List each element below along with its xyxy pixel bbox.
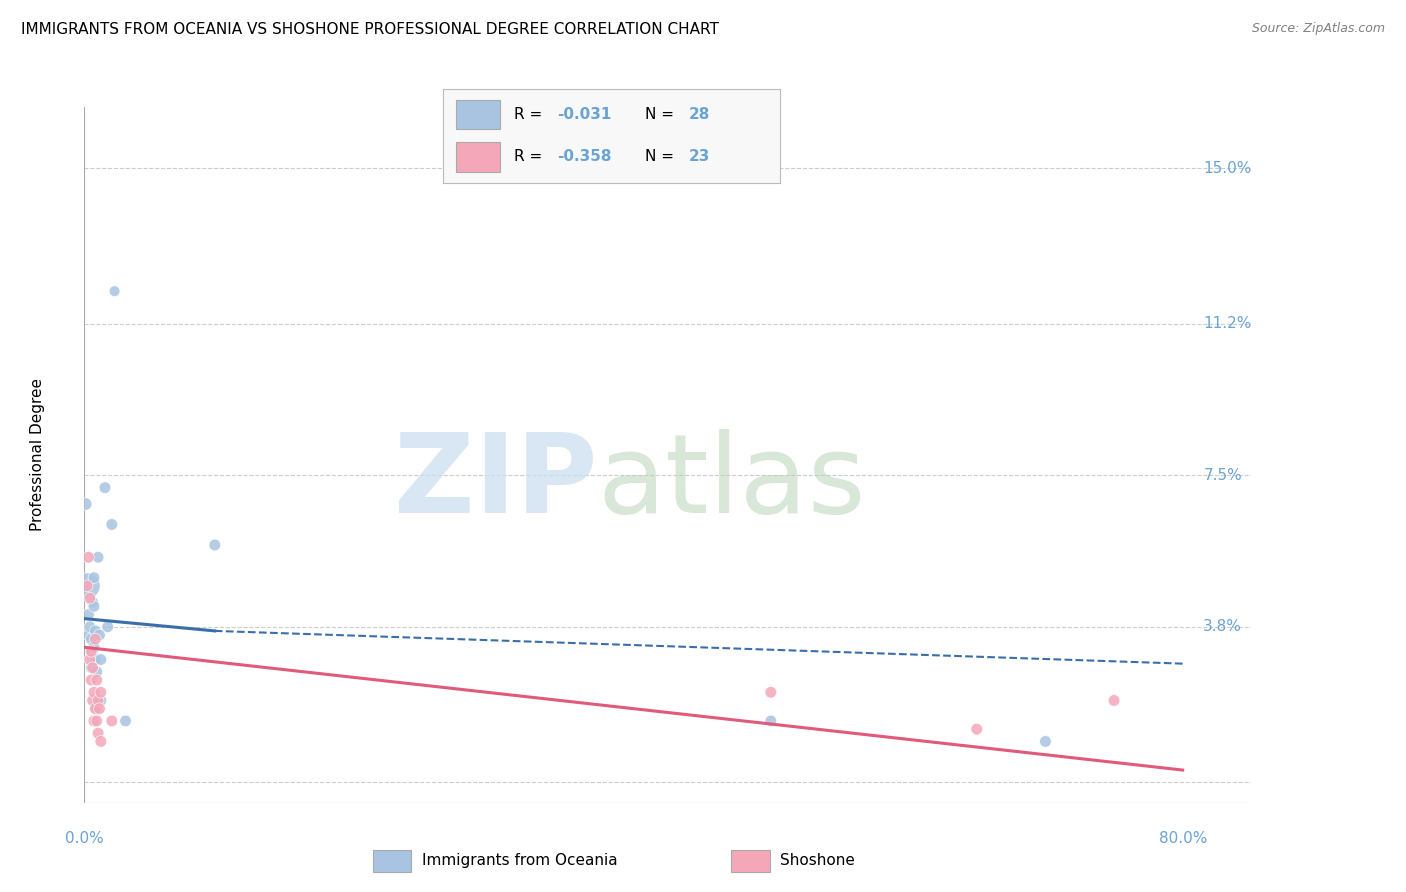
Text: 3.8%: 3.8% [1204, 619, 1241, 634]
Point [76, 579, 98, 593]
Point [84, 632, 107, 646]
Point [80, 644, 103, 658]
Point [80, 632, 103, 646]
Point [90, 652, 112, 666]
Text: -0.031: -0.031 [558, 107, 612, 122]
Point [83, 599, 105, 614]
Point [80, 673, 103, 687]
Point [82, 661, 104, 675]
Text: 11.2%: 11.2% [1204, 317, 1251, 332]
Point [204, 538, 226, 552]
Point [87, 550, 110, 565]
Text: R =: R = [513, 107, 547, 122]
Point [759, 714, 782, 728]
Bar [731, 849, 770, 872]
Text: R =: R = [513, 149, 547, 164]
Bar [373, 849, 412, 872]
Bar [457, 100, 501, 129]
Point [86, 701, 108, 715]
Point [87, 693, 110, 707]
Point [86, 714, 108, 728]
Point [1102, 693, 1125, 707]
Point [83, 571, 105, 585]
Point [77, 628, 100, 642]
Point [77, 550, 100, 565]
Point [89, 701, 111, 715]
Text: 15.0%: 15.0% [1204, 161, 1251, 176]
Point [86, 673, 108, 687]
Point [82, 644, 104, 658]
Text: Shoshone: Shoshone [780, 854, 855, 868]
Text: Professional Degree: Professional Degree [30, 378, 45, 532]
Point [90, 685, 112, 699]
Point [77, 607, 100, 622]
Point [101, 714, 124, 728]
Text: N =: N = [645, 149, 679, 164]
Point [76, 579, 98, 593]
Point [86, 665, 108, 679]
Point [759, 685, 782, 699]
Point [83, 714, 105, 728]
Text: 28: 28 [689, 107, 710, 122]
Text: IMMIGRANTS FROM OCEANIA VS SHOSHONE PROFESSIONAL DEGREE CORRELATION CHART: IMMIGRANTS FROM OCEANIA VS SHOSHONE PROF… [21, 22, 718, 37]
Point [84, 701, 107, 715]
Point [90, 693, 112, 707]
Text: -0.358: -0.358 [558, 149, 612, 164]
Point [97, 620, 120, 634]
Text: 80.0%: 80.0% [1159, 831, 1206, 847]
Text: Immigrants from Oceania: Immigrants from Oceania [422, 854, 617, 868]
Point [114, 714, 136, 728]
Point [75, 497, 97, 511]
Bar [457, 142, 501, 171]
Point [79, 652, 101, 666]
Text: 0.0%: 0.0% [65, 831, 104, 847]
Point [90, 734, 112, 748]
Text: Source: ZipAtlas.com: Source: ZipAtlas.com [1251, 22, 1385, 36]
Point [83, 640, 105, 655]
Point [80, 661, 103, 675]
Point [84, 652, 107, 666]
Text: ZIP: ZIP [395, 429, 598, 536]
Point [966, 722, 988, 736]
Point [101, 517, 124, 532]
Point [79, 591, 101, 606]
Point [89, 628, 111, 642]
Point [82, 595, 104, 609]
Text: 7.5%: 7.5% [1204, 468, 1241, 483]
Point [84, 624, 107, 638]
Text: 23: 23 [689, 149, 710, 164]
Point [87, 726, 110, 740]
Point [1035, 734, 1057, 748]
Text: atlas: atlas [598, 429, 866, 536]
Point [82, 693, 104, 707]
Point [103, 284, 125, 298]
Point [83, 685, 105, 699]
Point [94, 481, 117, 495]
Point [79, 620, 101, 634]
Text: N =: N = [645, 107, 679, 122]
